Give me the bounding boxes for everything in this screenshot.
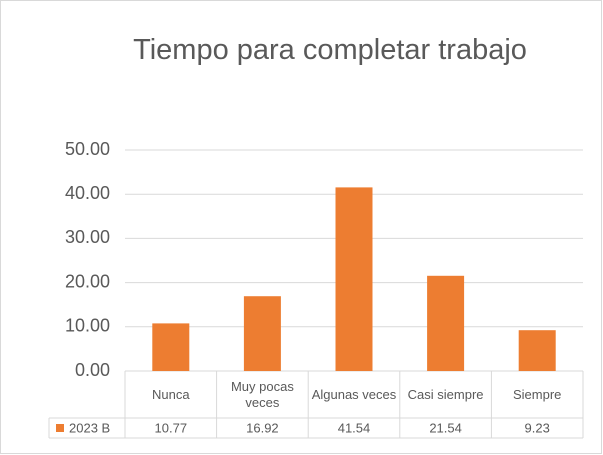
- legend-swatch: [56, 424, 64, 432]
- chart-title: Tiempo para completar trabajo: [133, 34, 527, 66]
- legend-label: 2023 B: [69, 420, 110, 435]
- x-tick-label: Nunca: [152, 386, 190, 402]
- x-tick-label: Algunas veces: [311, 386, 397, 402]
- category-cell: Algunas veces: [311, 386, 397, 402]
- table-value: 9.23: [525, 420, 550, 435]
- category-cell: Muy pocas veces: [230, 378, 294, 410]
- category-cell: Siempre: [512, 386, 562, 402]
- y-tick-label: 10.00: [65, 316, 110, 336]
- table-value: 21.54: [429, 420, 462, 435]
- x-tick-label: Siempre: [512, 386, 562, 402]
- y-tick-label: 20.00: [65, 271, 110, 291]
- table-value: 41.54: [338, 420, 371, 435]
- y-tick-label: 0.00: [75, 360, 110, 380]
- title-box: Tiempo para completar trabajo: [133, 34, 527, 66]
- category-cell: Nunca: [152, 386, 190, 402]
- bar: [335, 187, 373, 371]
- table-value: 10.77: [155, 420, 188, 435]
- y-tick-label: 30.00: [65, 227, 110, 247]
- y-tick-label: 40.00: [65, 183, 110, 203]
- bar: [243, 296, 281, 371]
- bar: [518, 330, 556, 371]
- bar: [152, 323, 190, 371]
- category-cell: Casi siempre: [407, 386, 484, 402]
- x-tick-label: Casi siempre: [407, 386, 484, 402]
- bar: [427, 275, 465, 371]
- table-value: 16.92: [246, 420, 279, 435]
- y-tick-label: 50.00: [65, 139, 110, 159]
- x-tick-label: Muy pocas veces: [230, 378, 294, 410]
